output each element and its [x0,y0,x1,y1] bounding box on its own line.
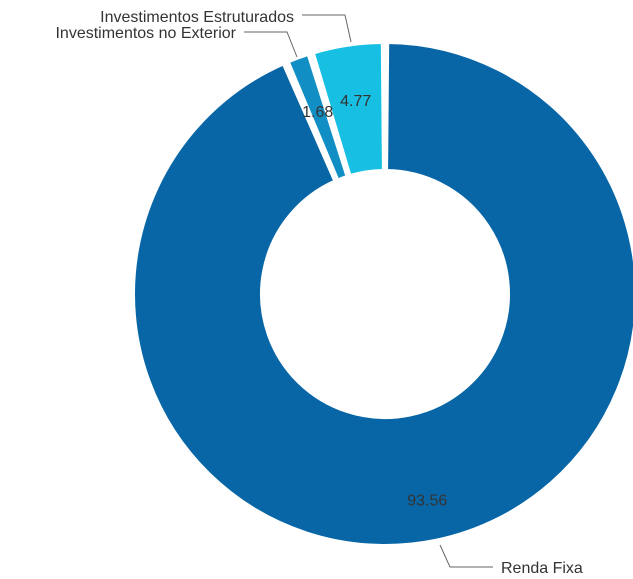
slice-renda-fixa[interactable] [131,40,633,548]
slice-investimentos-no-exterior[interactable] [285,51,350,183]
leader-lines-layer [244,14,493,568]
leader-line-renda-fixa [439,544,493,568]
value-label-investimentos-estruturados: 4.77 [340,93,371,110]
category-label-investimentos-estruturados: Investimentos Estruturados [100,9,294,26]
slices-layer [131,40,633,548]
labels-layer: 93.56 Renda Fixa 1.68 Investimentos no Exte… [55,9,582,577]
slice-investimentos-estruturados[interactable] [310,40,386,179]
value-label-investimentos-no-exterior: 1.68 [302,104,333,121]
value-label-renda-fixa: 93.56 [407,493,447,510]
leader-line-investimentos-no-exterior [244,31,298,58]
leader-line-investimentos-estruturados [302,14,352,43]
category-label-investimentos-no-exterior: Investimentos no Exterior [55,25,236,42]
category-label-renda-fixa: Renda Fixa [501,560,583,577]
